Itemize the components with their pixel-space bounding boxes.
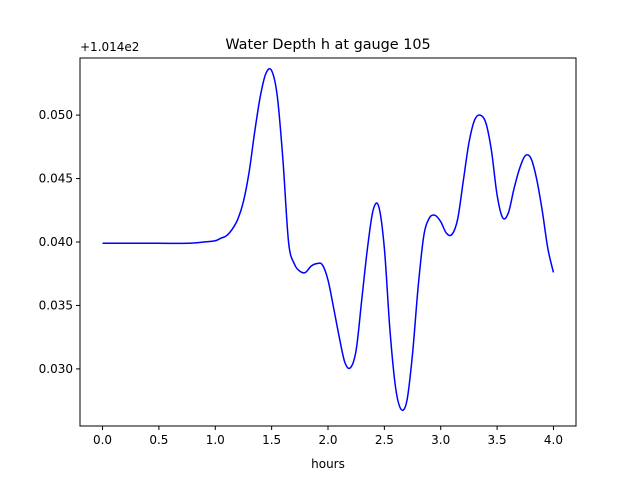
y-tick-label: 0.045: [39, 172, 73, 186]
chart-title: Water Depth h at gauge 105: [225, 37, 430, 53]
y-tick-label: 0.050: [39, 108, 73, 122]
x-tick-label: 0.0: [93, 433, 112, 447]
plot-area: 0.0 0.5 1.0 1.5 2.0 2.5 3.0 3.5 4.0 0.030 0.035 0.0…: [39, 57, 577, 447]
y-offset-label: +1.014e2: [80, 40, 139, 54]
series-line: [102, 67, 555, 412]
x-tick-label: 2.0: [318, 433, 337, 447]
x-axis-label: hours: [311, 457, 345, 471]
y-tick-label: 0.040: [39, 235, 73, 249]
x-tick-label: 3.0: [431, 433, 450, 447]
x-tick-label: 3.5: [488, 433, 507, 447]
x-tick-label: 1.5: [262, 433, 281, 447]
y-tick-label: 0.035: [39, 298, 73, 312]
x-tick-label: 0.5: [149, 433, 168, 447]
x-tick-label: 1.0: [206, 433, 225, 447]
x-tick-label: 2.5: [375, 433, 394, 447]
x-tick-label: 4.0: [544, 433, 563, 447]
y-tick-label: 0.030: [39, 362, 73, 376]
